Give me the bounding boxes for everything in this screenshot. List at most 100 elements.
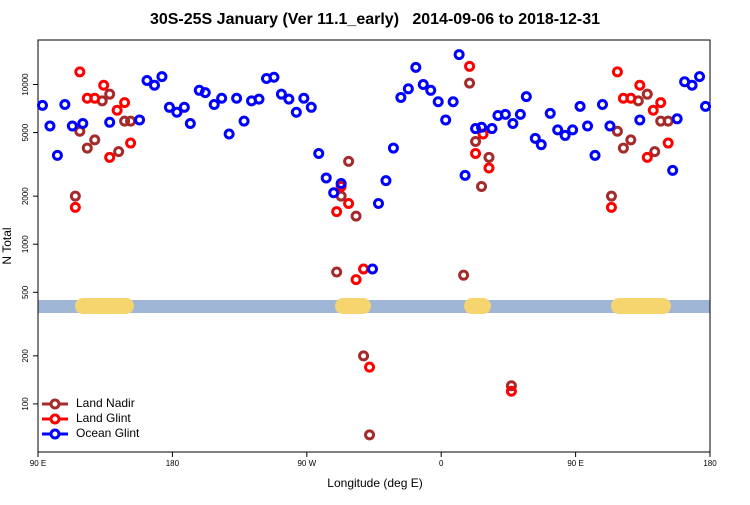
point (238, 115, 250, 127)
point (331, 206, 343, 218)
point (98, 79, 110, 91)
point (358, 350, 370, 362)
point (529, 132, 541, 144)
point (634, 114, 646, 126)
point (464, 60, 476, 72)
point (51, 149, 63, 161)
point (223, 128, 235, 140)
point (641, 151, 653, 163)
point (647, 104, 659, 116)
x-tick-label: 90 E (567, 459, 583, 468)
point (125, 115, 137, 127)
point (605, 190, 617, 202)
point (544, 107, 556, 119)
y-tick-label: 2000 (21, 187, 30, 205)
point (372, 197, 384, 209)
point (290, 106, 302, 118)
point (125, 137, 137, 149)
point (335, 178, 347, 190)
land-strip (464, 298, 491, 314)
point (486, 123, 498, 135)
point (483, 151, 495, 163)
point (358, 263, 370, 275)
point (589, 149, 601, 161)
y-tick-label: 100 (21, 397, 30, 411)
point (470, 123, 482, 135)
point (470, 135, 482, 147)
legend-marker (49, 398, 61, 410)
point (574, 100, 586, 112)
point (596, 98, 608, 110)
point (483, 162, 495, 174)
land-strip (611, 298, 671, 314)
point (81, 142, 93, 154)
point (605, 201, 617, 213)
land-strip (335, 298, 371, 314)
point (505, 380, 517, 392)
point (231, 92, 243, 104)
point (447, 96, 459, 108)
point (552, 124, 564, 136)
legend-marker (49, 413, 61, 425)
point (425, 84, 437, 96)
point (367, 263, 379, 275)
point (275, 88, 287, 100)
point (655, 97, 667, 109)
point (604, 120, 616, 132)
point (178, 101, 190, 113)
point (649, 146, 661, 158)
point (611, 66, 623, 78)
point (208, 98, 220, 110)
point (350, 210, 362, 222)
point (104, 151, 116, 163)
legend-label: Land Nadir (76, 396, 135, 410)
point (89, 92, 101, 104)
point (163, 101, 175, 113)
point (440, 114, 452, 126)
point (148, 79, 160, 91)
point (625, 92, 637, 104)
y-tick-label: 10000 (21, 73, 30, 96)
point (417, 79, 429, 91)
point (364, 361, 376, 373)
point (611, 125, 623, 137)
chart-title: 30S-25S January (Ver 11.1_early) 2014-09… (150, 11, 600, 28)
point (111, 104, 123, 116)
point (625, 134, 637, 146)
point (641, 88, 653, 100)
point (44, 120, 56, 132)
point (514, 108, 526, 120)
y-tick-label: 200 (21, 349, 30, 363)
point (395, 91, 407, 103)
point (410, 61, 422, 73)
point (119, 115, 131, 127)
point (700, 100, 712, 112)
point (331, 266, 343, 278)
x-tick-label: 90 E (30, 459, 46, 468)
point (459, 169, 471, 181)
point (298, 92, 310, 104)
point (216, 92, 228, 104)
point (36, 99, 48, 111)
x-axis-label: Longitude (deg E) (327, 476, 422, 490)
point (119, 97, 131, 109)
point (283, 93, 295, 105)
point (59, 98, 71, 110)
point (74, 66, 86, 78)
point (507, 118, 519, 130)
point (156, 71, 168, 83)
point (567, 124, 579, 136)
land-strip (75, 298, 134, 314)
point (380, 175, 392, 187)
point (671, 113, 683, 125)
point (184, 118, 196, 130)
point (343, 155, 355, 167)
point (520, 91, 532, 103)
point (476, 121, 488, 133)
point (69, 201, 81, 213)
point (686, 79, 698, 91)
x-tick-label: 0 (439, 459, 444, 468)
point (66, 120, 78, 132)
legend-marker (49, 428, 61, 440)
point (470, 147, 482, 159)
